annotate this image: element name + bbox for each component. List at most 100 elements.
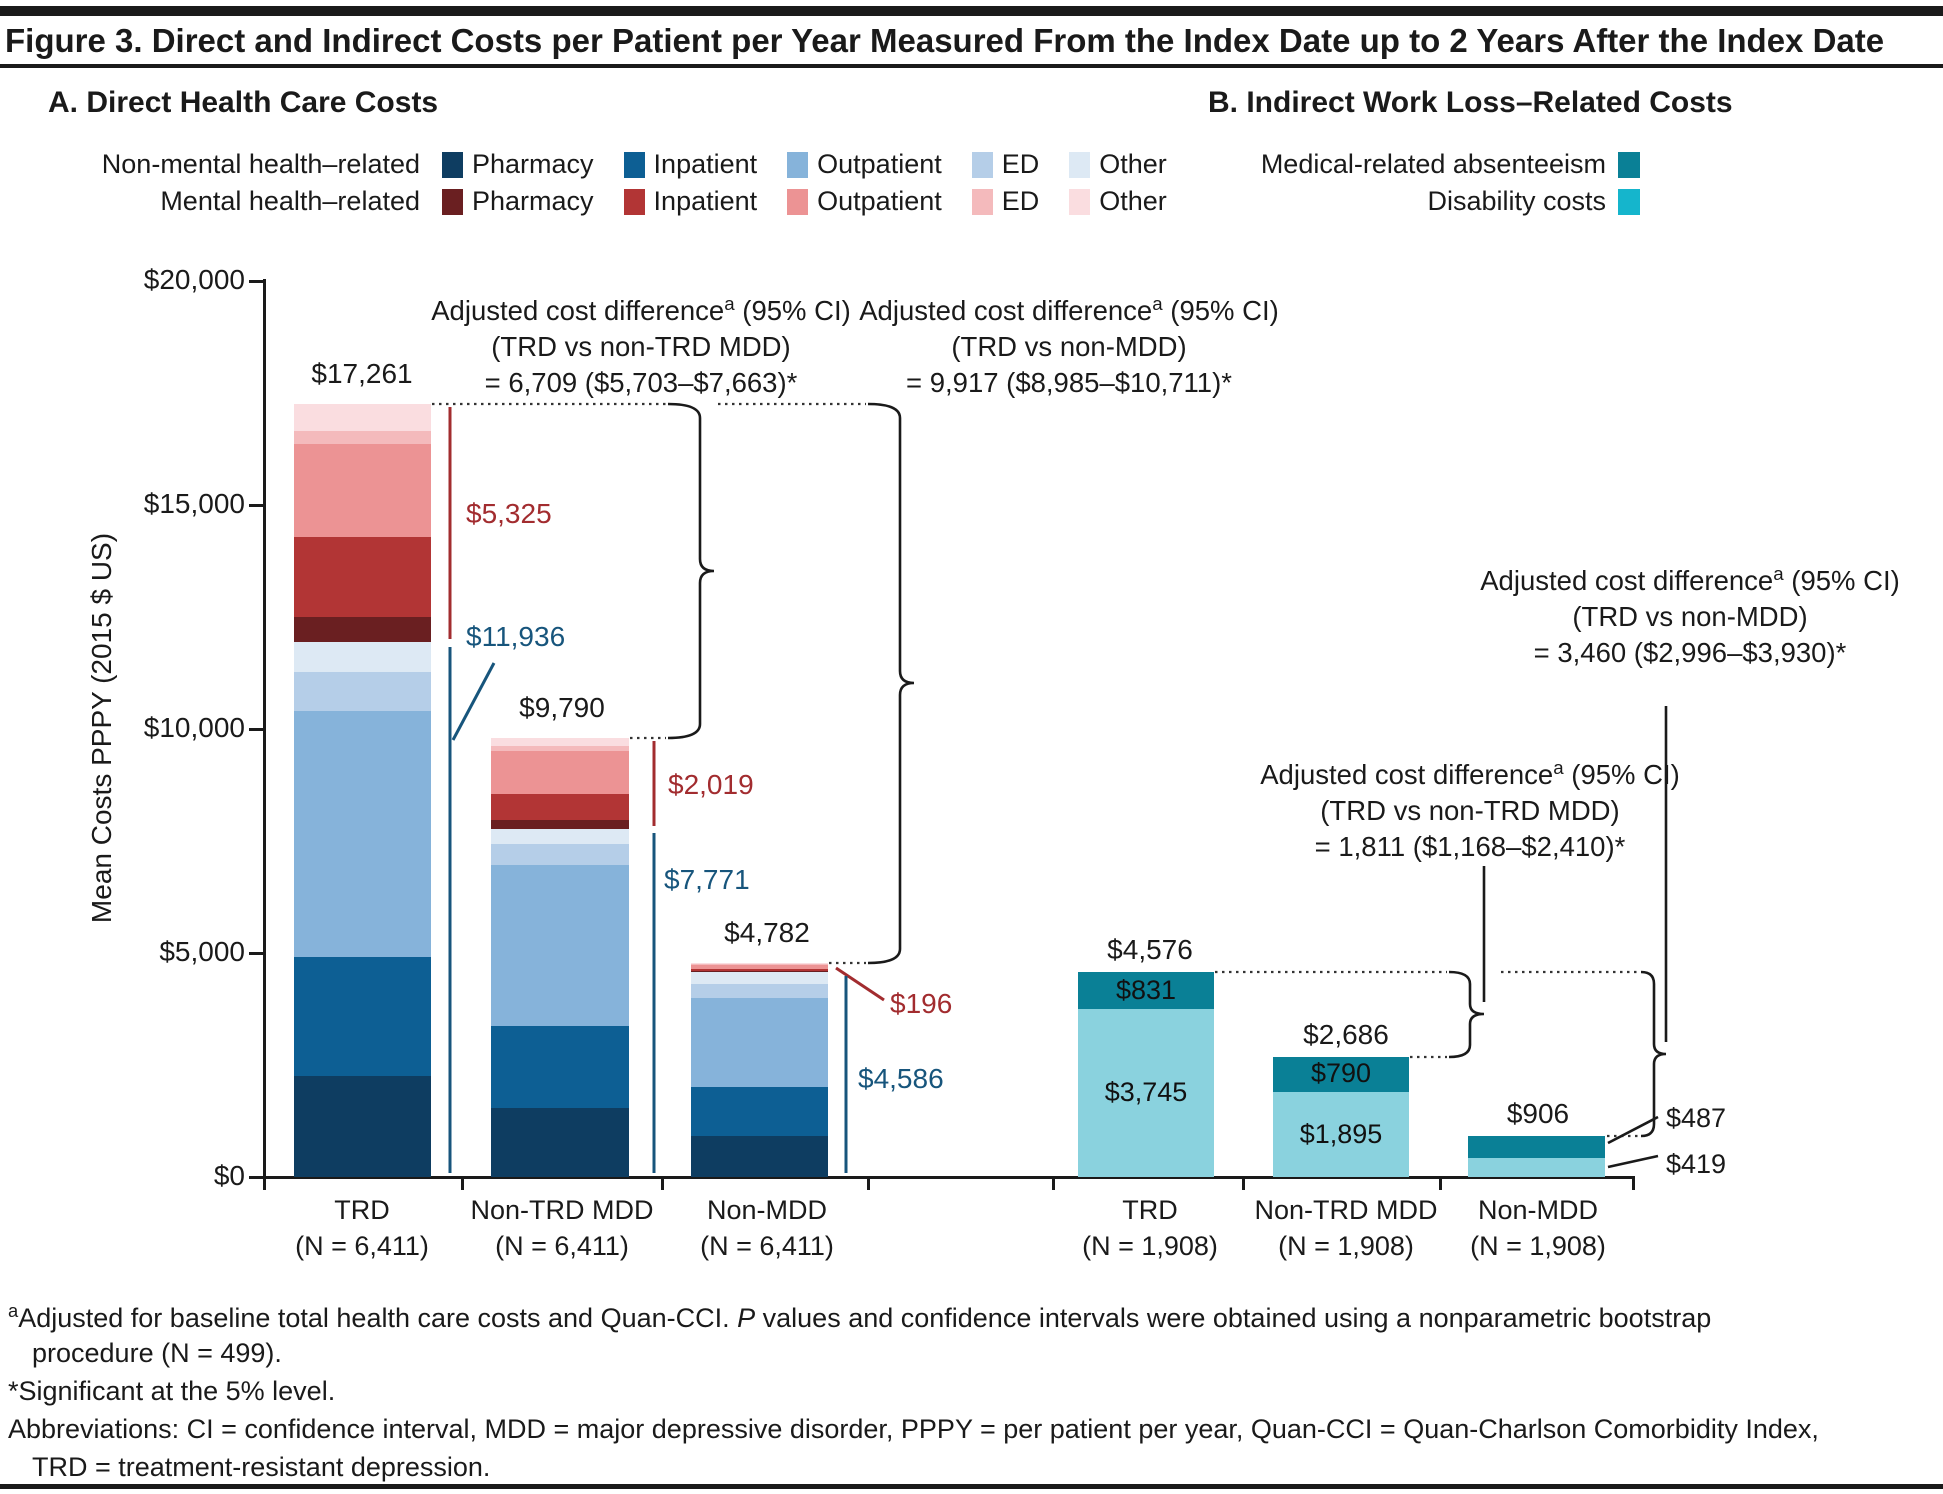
y-tick-label: $15,000 <box>143 488 245 519</box>
category-n: (N = 1,908) <box>1470 1231 1606 1261</box>
category-n: (N = 1,908) <box>1278 1231 1414 1261</box>
mental-subtotal-label: $2,019 <box>668 769 754 800</box>
x-tick-mark <box>1242 1177 1245 1190</box>
footnote-abbreviations-cont: TRD = treatment-resistant depression. <box>32 1452 491 1482</box>
annotation-line: (TRD vs non-TRD MDD) <box>491 331 791 363</box>
bar-segment-value-label: $1,895 <box>1299 1118 1383 1149</box>
annotation-line: Adjusted cost differencea (95% CI) <box>859 293 1279 327</box>
category-name: Non-MDD <box>706 1195 827 1225</box>
category-label: Non-TRD MDD (N = 1,908) <box>1216 1192 1476 1264</box>
bar-segment-mh-inpatient <box>491 793 629 821</box>
bar-segment-nmh-ed <box>294 672 431 712</box>
category-name: Non-MDD <box>1477 1195 1598 1225</box>
footnote-abbreviations: Abbreviations: CI = confidence interval,… <box>8 1414 1819 1444</box>
bar-total-label: $17,261 <box>311 357 413 389</box>
category-name: TRD <box>1122 1195 1178 1225</box>
mental-subtotal-label: $5,325 <box>466 498 552 529</box>
annotation-line: Adjusted cost differencea (95% CI) <box>1260 757 1680 791</box>
x-tick-mark <box>1632 1177 1635 1190</box>
bar-segment-mh-inpatient <box>691 969 828 972</box>
legend-swatch <box>971 151 993 178</box>
bar-segment-medical-related-absenteeism <box>1468 1136 1605 1159</box>
bar-total-label: $4,782 <box>724 916 810 948</box>
legend-swatch <box>442 151 463 178</box>
bar-segment-value-label: $831 <box>1115 974 1177 1005</box>
legend-swatch <box>623 188 645 215</box>
category-label: Non-MDD (N = 1,908) <box>1408 1192 1668 1264</box>
legend-swatch <box>787 151 809 178</box>
bar-segment-mh-outpatient <box>691 965 828 970</box>
y-tick-mark <box>249 951 263 955</box>
legend-item-label: Inpatient <box>653 186 758 216</box>
bar-segment-mh-ed <box>294 431 431 445</box>
bar-segment-mh-ed <box>491 746 629 751</box>
annotation-line: (TRD vs non-TRD MDD) <box>1320 795 1620 827</box>
legend-swatch <box>1069 151 1091 178</box>
panel-a-heading: A. Direct Health Care Costs <box>48 86 439 119</box>
y-tick-mark <box>249 727 263 731</box>
bar-segment-nmh-outpatient <box>691 997 828 1087</box>
b-outside-label-disability: $419 <box>1666 1149 1727 1179</box>
legend-swatch <box>787 188 809 215</box>
y-tick-label: $20,000 <box>143 264 245 295</box>
bar-segment-value-label: $3,745 <box>1104 1077 1188 1108</box>
figure-title: Figure 3. Direct and Indirect Costs per … <box>5 22 1885 59</box>
annotation-cost-diff-b1: Adjusted cost differencea (95% CI) (TRD … <box>1460 556 1920 671</box>
category-n: (N = 6,411) <box>295 1231 429 1261</box>
b-outside-label-absenteeism: $487 <box>1666 1103 1727 1133</box>
legend-item-label: Outpatient <box>817 149 942 179</box>
legend-group-label: Non-mental health–related <box>101 149 420 179</box>
y-tick-label: $0 <box>213 1160 245 1191</box>
x-tick-mark <box>461 1177 464 1190</box>
category-name: TRD <box>334 1195 390 1225</box>
x-axis-line <box>263 1176 1635 1179</box>
legend-swatch <box>1618 151 1640 178</box>
bar-segment-mh-pharmacy <box>691 971 828 973</box>
legend-swatch <box>971 188 993 215</box>
legend-item-label: Disability costs <box>1427 186 1606 216</box>
annotation-line: (TRD vs non-MDD) <box>951 331 1187 363</box>
category-label: Non-TRD MDD (N = 6,411) <box>432 1192 692 1264</box>
legend-item-label: Inpatient <box>653 149 758 179</box>
bar-segment-mh-other <box>294 403 431 432</box>
bar-segment-medical-related-absenteeism <box>1273 1056 1409 1093</box>
bar-segment-nmh-ed <box>491 843 629 866</box>
legend-item-pharmacy: Pharmacy <box>442 186 594 217</box>
bar-segment-nmh-pharmacy <box>491 1108 629 1177</box>
legend-item-inpatient: Inpatient <box>623 149 758 180</box>
annotation-line: = 9,917 ($8,985–$10,711)* <box>906 367 1232 399</box>
annotation-line: = 6,709 ($5,703–$7,663)* <box>484 367 798 399</box>
bar-segment-nmh-outpatient <box>294 711 431 958</box>
annotation-cost-diff-a1: Adjusted cost differencea (95% CI) (TRD … <box>411 286 871 401</box>
legend-item-label: Outpatient <box>817 186 942 216</box>
legend-item-outpatient: Outpatient <box>787 149 942 180</box>
y-tick-mark <box>249 1175 263 1179</box>
x-tick-mark <box>867 1177 870 1190</box>
non-mental-subtotal-label: $11,936 <box>466 621 566 652</box>
legend-item-outpatient: Outpatient <box>787 186 942 217</box>
bar-segment-nmh-inpatient <box>294 957 431 1077</box>
x-tick-mark <box>1439 1177 1442 1190</box>
legend-swatch <box>1069 188 1091 215</box>
panel-b-heading: B. Indirect Work Loss–Related Costs <box>1208 86 1733 119</box>
mental-subtotal-label: $196 <box>890 988 953 1019</box>
y-tick-label: $5,000 <box>159 936 245 967</box>
legend-swatch <box>623 151 645 178</box>
bar-total-label: $2,686 <box>1303 1018 1389 1050</box>
bar-segment-nmh-inpatient <box>691 1086 828 1137</box>
bar-total-label: $4,576 <box>1107 933 1193 965</box>
bar-segment-nmh-ed <box>691 983 828 998</box>
category-name: Non-TRD MDD <box>1254 1195 1438 1225</box>
category-label: Non-MDD (N = 6,411) <box>637 1192 897 1264</box>
legend-swatch <box>442 188 463 215</box>
bar-total-label: $9,790 <box>519 692 605 724</box>
annotation-line: (TRD vs non-MDD) <box>1572 601 1808 633</box>
footnote-adjustment: aAdjusted for baseline total health care… <box>8 1300 1712 1333</box>
legend-item-label: ED <box>1001 186 1040 216</box>
bar-segment-nmh-outpatient <box>491 865 629 1026</box>
bar-total-label: $906 <box>1506 1098 1570 1130</box>
legend-item-other: Other <box>1069 186 1167 217</box>
bar-segment-value-label: $790 <box>1310 1058 1372 1089</box>
x-tick-mark <box>1052 1177 1055 1190</box>
